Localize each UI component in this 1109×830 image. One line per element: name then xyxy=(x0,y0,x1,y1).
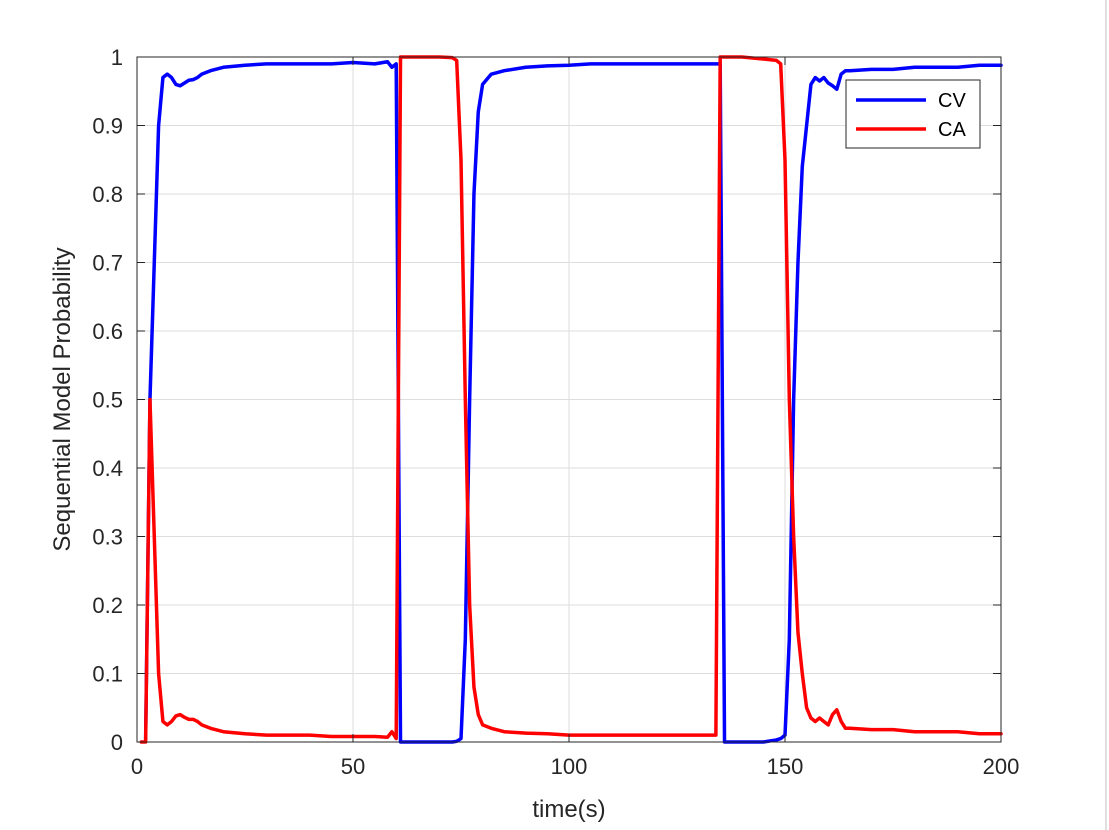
x-axis-label: time(s) xyxy=(532,796,605,823)
legend-label-ca: CA xyxy=(938,119,966,141)
x-tick-labels: 0 50 100 150 200 xyxy=(131,754,1019,779)
ticks xyxy=(136,56,1002,743)
y-tick-labels: 0 0.1 0.2 0.3 0.4 0.5 0.6 0.7 0.8 0.9 1 xyxy=(92,45,123,755)
y-tick-label: 0.7 xyxy=(92,251,123,276)
x-tick-label: 50 xyxy=(341,754,365,779)
series-line-ca xyxy=(139,55,1003,744)
series-line-cv xyxy=(143,60,1003,744)
legend-box xyxy=(845,79,981,149)
y-tick-label: 0.4 xyxy=(92,456,123,481)
x-tick-label: 0 xyxy=(131,754,143,779)
x-tick-label: 100 xyxy=(551,754,588,779)
plot-area: 0 50 100 150 200 0 0.1 0.2 0.3 0.4 0.5 0.6 0.7 0.8 0.… xyxy=(92,45,1019,779)
y-tick-label: 0.3 xyxy=(92,525,123,550)
y-tick-label: 1 xyxy=(111,45,123,70)
legend-label-cv: CV xyxy=(938,90,966,112)
series-layer xyxy=(139,55,1003,744)
y-tick-label: 0.1 xyxy=(92,662,123,687)
y-tick-label: 0.2 xyxy=(92,593,123,618)
x-tick-label: 200 xyxy=(983,754,1020,779)
legend: CV CA xyxy=(845,79,981,149)
y-tick-label: 0 xyxy=(111,730,123,755)
y-tick-label: 0.6 xyxy=(92,319,123,344)
y-tick-label: 0.5 xyxy=(92,388,123,413)
y-tick-label: 0.8 xyxy=(92,182,123,207)
y-tick-label: 0.9 xyxy=(92,114,123,139)
y-axis-label: Sequential Model Probability xyxy=(49,247,76,551)
x-tick-label: 150 xyxy=(767,754,804,779)
